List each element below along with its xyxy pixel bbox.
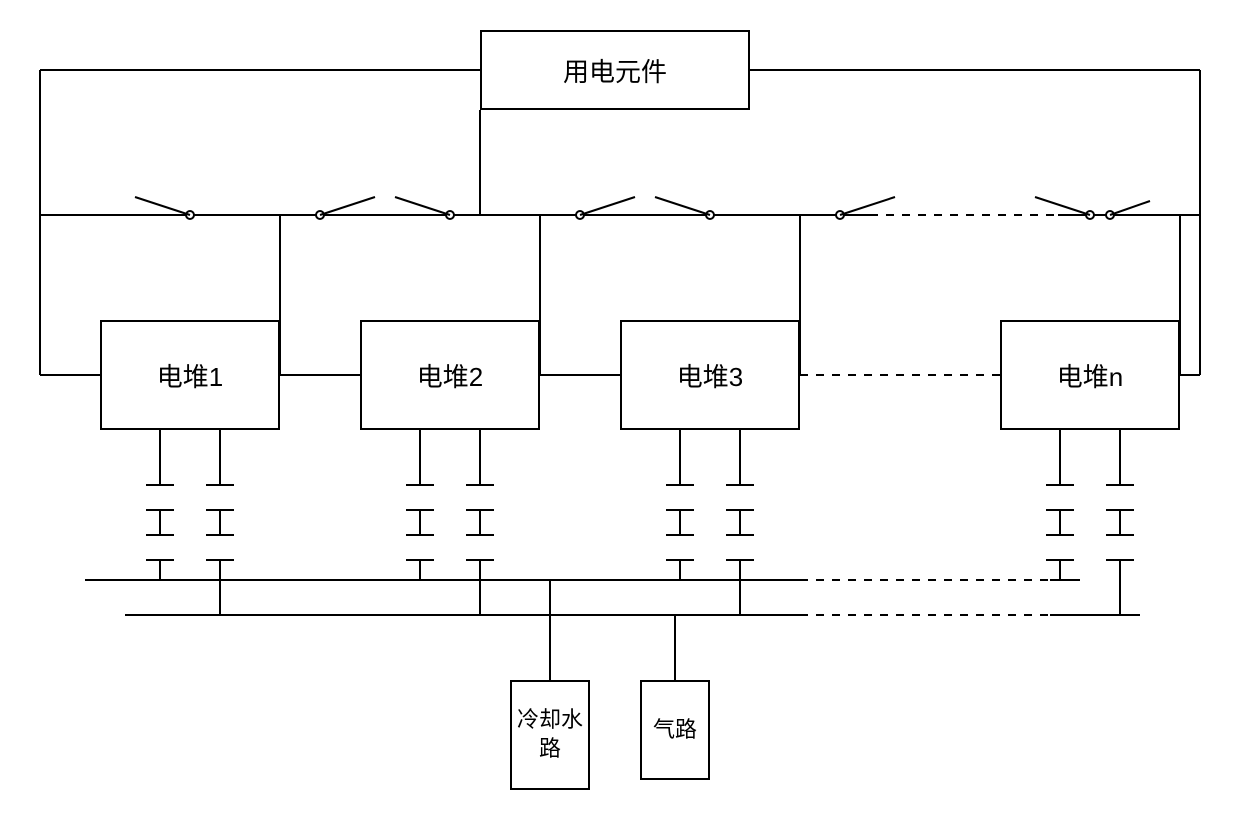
stack-2-box: 电堆2 <box>360 320 540 430</box>
coolant-label: 冷却水路 <box>512 706 588 763</box>
stack-2-label: 电堆2 <box>417 357 483 394</box>
coolant-box: 冷却水路 <box>510 680 590 790</box>
load-box: 用电元件 <box>480 30 750 110</box>
stack-1-box: 电堆1 <box>100 320 280 430</box>
stack-n-box: 电堆n <box>1000 320 1180 430</box>
stack-3-label: 电堆3 <box>677 357 743 394</box>
stack-1-label: 电堆1 <box>157 357 223 394</box>
load-label: 用电元件 <box>563 52 667 89</box>
stack-n-label: 电堆n <box>1057 357 1123 394</box>
gas-box: 气路 <box>640 680 710 780</box>
stack-3-box: 电堆3 <box>620 320 800 430</box>
gas-label: 气路 <box>653 716 697 745</box>
